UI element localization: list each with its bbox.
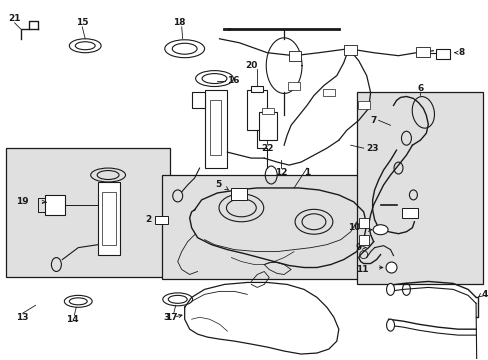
Bar <box>209 100 221 155</box>
Text: 9: 9 <box>355 243 361 252</box>
Text: 7: 7 <box>369 116 376 125</box>
Bar <box>262 108 274 114</box>
Bar <box>435 49 449 59</box>
Ellipse shape <box>385 262 396 273</box>
Bar <box>247 90 266 130</box>
Text: 20: 20 <box>244 61 257 70</box>
Bar <box>288 51 301 61</box>
Text: 5: 5 <box>215 180 221 189</box>
Bar <box>358 235 368 245</box>
Text: 12: 12 <box>274 167 287 176</box>
Bar <box>191 93 204 108</box>
Ellipse shape <box>386 319 394 331</box>
Bar <box>204 90 227 168</box>
Text: 2: 2 <box>145 215 152 224</box>
Bar <box>259 112 277 140</box>
Text: 6: 6 <box>416 84 423 93</box>
Text: 4: 4 <box>481 290 488 299</box>
Bar <box>416 47 429 57</box>
Bar <box>402 208 418 218</box>
Bar <box>343 45 356 55</box>
Bar <box>45 195 65 215</box>
Text: 14: 14 <box>66 315 79 324</box>
Bar <box>231 188 247 200</box>
Text: 15: 15 <box>76 18 88 27</box>
Ellipse shape <box>386 283 394 295</box>
Text: 22: 22 <box>261 144 273 153</box>
Text: 10: 10 <box>347 223 360 232</box>
Bar <box>357 102 369 109</box>
Bar <box>6 148 169 278</box>
Ellipse shape <box>372 225 387 235</box>
Text: 8: 8 <box>457 48 464 57</box>
Bar <box>162 175 373 279</box>
Bar <box>102 192 116 245</box>
Text: 19: 19 <box>16 197 28 206</box>
Text: 1: 1 <box>303 167 309 176</box>
Text: 11: 11 <box>355 265 368 274</box>
Text: 16: 16 <box>227 76 240 85</box>
Bar <box>358 218 368 228</box>
Bar <box>322 89 334 96</box>
Bar <box>98 182 120 255</box>
Text: 3: 3 <box>163 313 169 322</box>
Bar <box>287 82 300 90</box>
Text: 17: 17 <box>165 313 178 322</box>
Text: 21: 21 <box>8 14 21 23</box>
Bar <box>155 216 167 224</box>
Bar <box>356 93 482 284</box>
Text: 13: 13 <box>16 313 29 322</box>
Text: 18: 18 <box>173 18 185 27</box>
Text: 23: 23 <box>366 144 378 153</box>
Bar <box>251 86 263 93</box>
